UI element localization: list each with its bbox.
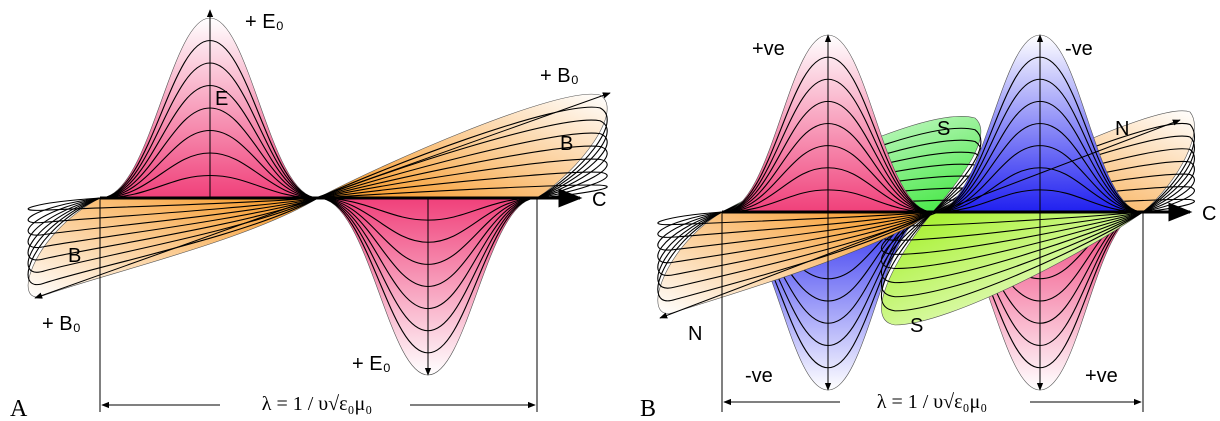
b-label: + B₀: [42, 313, 81, 335]
b-label: B: [68, 245, 81, 267]
b-label: B: [560, 133, 573, 155]
pole-label: -ve: [1065, 38, 1093, 60]
e-label: E: [215, 88, 228, 110]
label-backing: [220, 393, 410, 417]
pole-label: -ve: [745, 365, 773, 387]
formula: λ = 1 / υ√ε₀μ₀: [877, 391, 988, 413]
wave-shapes: [27, 17, 1195, 391]
b-axis: [659, 119, 1181, 319]
axis-label: C: [1202, 203, 1216, 225]
panel-label: B: [640, 396, 656, 421]
pole-label: N: [688, 323, 702, 345]
b-label: + B₀: [540, 65, 579, 87]
pole-label: N: [1115, 118, 1129, 140]
axis-label: C: [592, 189, 606, 211]
pole-label: +ve: [752, 38, 785, 60]
e-label: + E₀: [352, 353, 391, 375]
formula: λ = 1 / υ√ε₀μ₀: [262, 393, 373, 415]
b-axis: [34, 92, 611, 299]
pole-label: S: [910, 315, 923, 337]
e-label: + E₀: [245, 11, 284, 33]
panel-label: A: [10, 396, 28, 421]
label-backing: [840, 390, 1030, 414]
pole-label: +ve: [1085, 365, 1118, 387]
axes: [34, 9, 1193, 417]
labels: + E₀ E + B₀ B C B + B₀ + E₀ A λ = 1 / υ√…: [10, 11, 1216, 421]
pole-label: S: [937, 118, 950, 140]
